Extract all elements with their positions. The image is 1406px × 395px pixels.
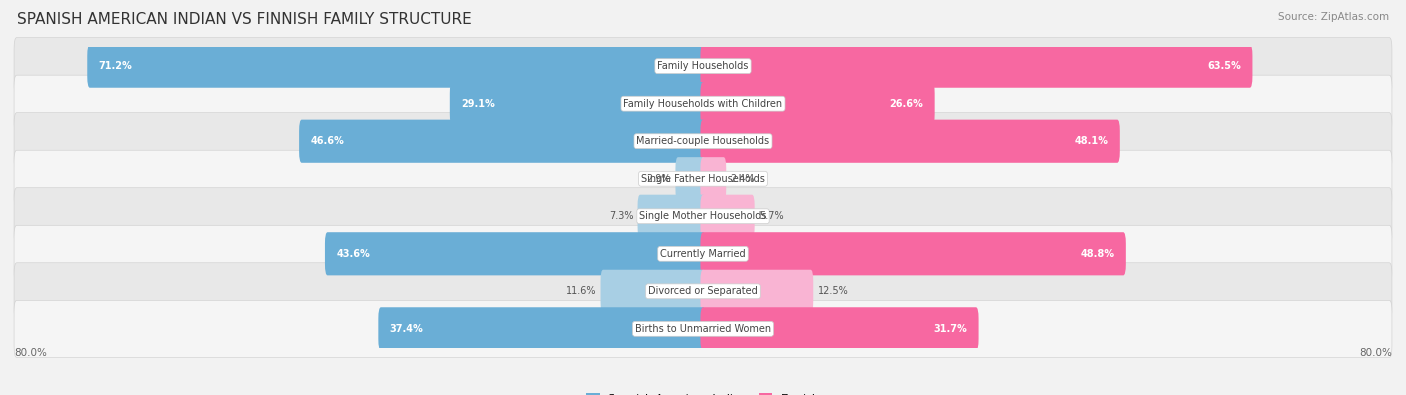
FancyBboxPatch shape xyxy=(14,75,1392,132)
FancyBboxPatch shape xyxy=(299,120,706,163)
Text: Source: ZipAtlas.com: Source: ZipAtlas.com xyxy=(1278,12,1389,22)
FancyBboxPatch shape xyxy=(700,120,1119,163)
Text: 2.9%: 2.9% xyxy=(647,174,671,184)
FancyBboxPatch shape xyxy=(450,82,706,125)
Text: 46.6%: 46.6% xyxy=(311,136,344,146)
Text: 48.1%: 48.1% xyxy=(1074,136,1108,146)
Text: Family Households: Family Households xyxy=(658,61,748,71)
FancyBboxPatch shape xyxy=(14,225,1392,282)
FancyBboxPatch shape xyxy=(600,270,706,313)
Text: 11.6%: 11.6% xyxy=(565,286,596,296)
FancyBboxPatch shape xyxy=(14,188,1392,245)
FancyBboxPatch shape xyxy=(700,195,755,238)
FancyBboxPatch shape xyxy=(700,45,1253,88)
Text: 71.2%: 71.2% xyxy=(98,61,132,71)
FancyBboxPatch shape xyxy=(14,38,1392,95)
FancyBboxPatch shape xyxy=(14,263,1392,320)
Text: 29.1%: 29.1% xyxy=(461,99,495,109)
FancyBboxPatch shape xyxy=(700,157,727,200)
Text: Single Mother Households: Single Mother Households xyxy=(640,211,766,221)
FancyBboxPatch shape xyxy=(675,157,706,200)
FancyBboxPatch shape xyxy=(87,45,706,88)
Text: SPANISH AMERICAN INDIAN VS FINNISH FAMILY STRUCTURE: SPANISH AMERICAN INDIAN VS FINNISH FAMIL… xyxy=(17,12,471,27)
Text: Currently Married: Currently Married xyxy=(661,249,745,259)
FancyBboxPatch shape xyxy=(14,300,1392,357)
Text: Single Father Households: Single Father Households xyxy=(641,174,765,184)
FancyBboxPatch shape xyxy=(378,307,706,350)
Legend: Spanish American Indian, Finnish: Spanish American Indian, Finnish xyxy=(582,389,824,395)
Text: Divorced or Separated: Divorced or Separated xyxy=(648,286,758,296)
Text: Married-couple Households: Married-couple Households xyxy=(637,136,769,146)
FancyBboxPatch shape xyxy=(325,232,706,275)
Text: 48.8%: 48.8% xyxy=(1081,249,1115,259)
FancyBboxPatch shape xyxy=(700,270,813,313)
FancyBboxPatch shape xyxy=(14,150,1392,207)
Text: 26.6%: 26.6% xyxy=(890,99,924,109)
Text: 63.5%: 63.5% xyxy=(1208,61,1241,71)
Text: 12.5%: 12.5% xyxy=(817,286,848,296)
Text: 7.3%: 7.3% xyxy=(609,211,633,221)
Text: 37.4%: 37.4% xyxy=(389,324,423,334)
FancyBboxPatch shape xyxy=(700,232,1126,275)
FancyBboxPatch shape xyxy=(700,307,979,350)
Text: Family Households with Children: Family Households with Children xyxy=(623,99,783,109)
Text: 2.4%: 2.4% xyxy=(731,174,755,184)
Text: 80.0%: 80.0% xyxy=(1360,348,1392,358)
Text: 31.7%: 31.7% xyxy=(934,324,967,334)
Text: 5.7%: 5.7% xyxy=(759,211,783,221)
Text: 80.0%: 80.0% xyxy=(14,348,46,358)
FancyBboxPatch shape xyxy=(700,82,935,125)
Text: 43.6%: 43.6% xyxy=(336,249,370,259)
FancyBboxPatch shape xyxy=(637,195,706,238)
FancyBboxPatch shape xyxy=(14,113,1392,170)
Text: Births to Unmarried Women: Births to Unmarried Women xyxy=(636,324,770,334)
